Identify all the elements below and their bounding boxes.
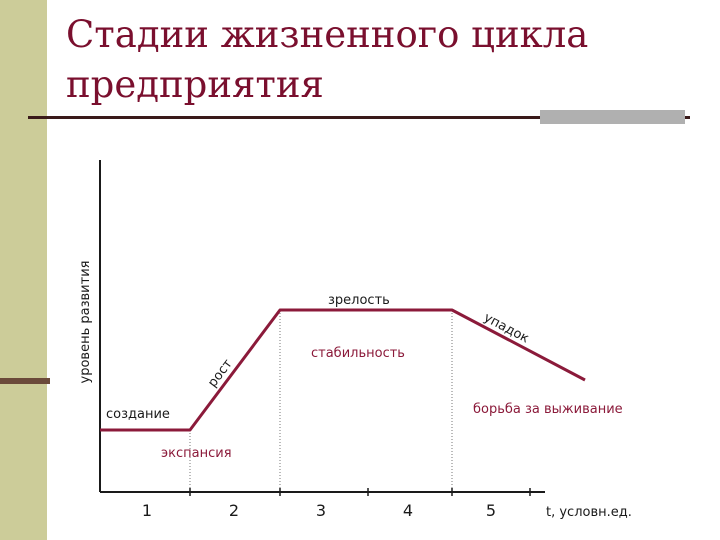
x-tick-label: 3: [316, 501, 326, 520]
phase-label-survival: борьба за выживание: [473, 402, 623, 417]
life-cycle-curve: [100, 308, 586, 432]
x-tick-label: 4: [403, 501, 413, 520]
phase-label-stability: стабильность: [311, 346, 405, 361]
y-axis-label: уровень развития: [78, 261, 93, 384]
x-tick-label: 2: [229, 501, 239, 520]
slide-title: Стадии жизненного цикла предприятия: [66, 13, 589, 106]
stage-label-maturity: зрелость: [328, 293, 390, 308]
x-axis-label: t, условн.ед.: [546, 505, 632, 520]
x-tick-label: 1: [142, 501, 152, 520]
stage-label-creation: создание: [106, 407, 170, 422]
side-decoration-bar: [0, 0, 47, 540]
title-underline-block: [540, 110, 685, 124]
x-tick-label: 5: [486, 501, 496, 520]
side-accent-line: [0, 378, 50, 384]
title-underline: [28, 116, 690, 119]
phase-label-expansion: экспансия: [161, 446, 232, 461]
